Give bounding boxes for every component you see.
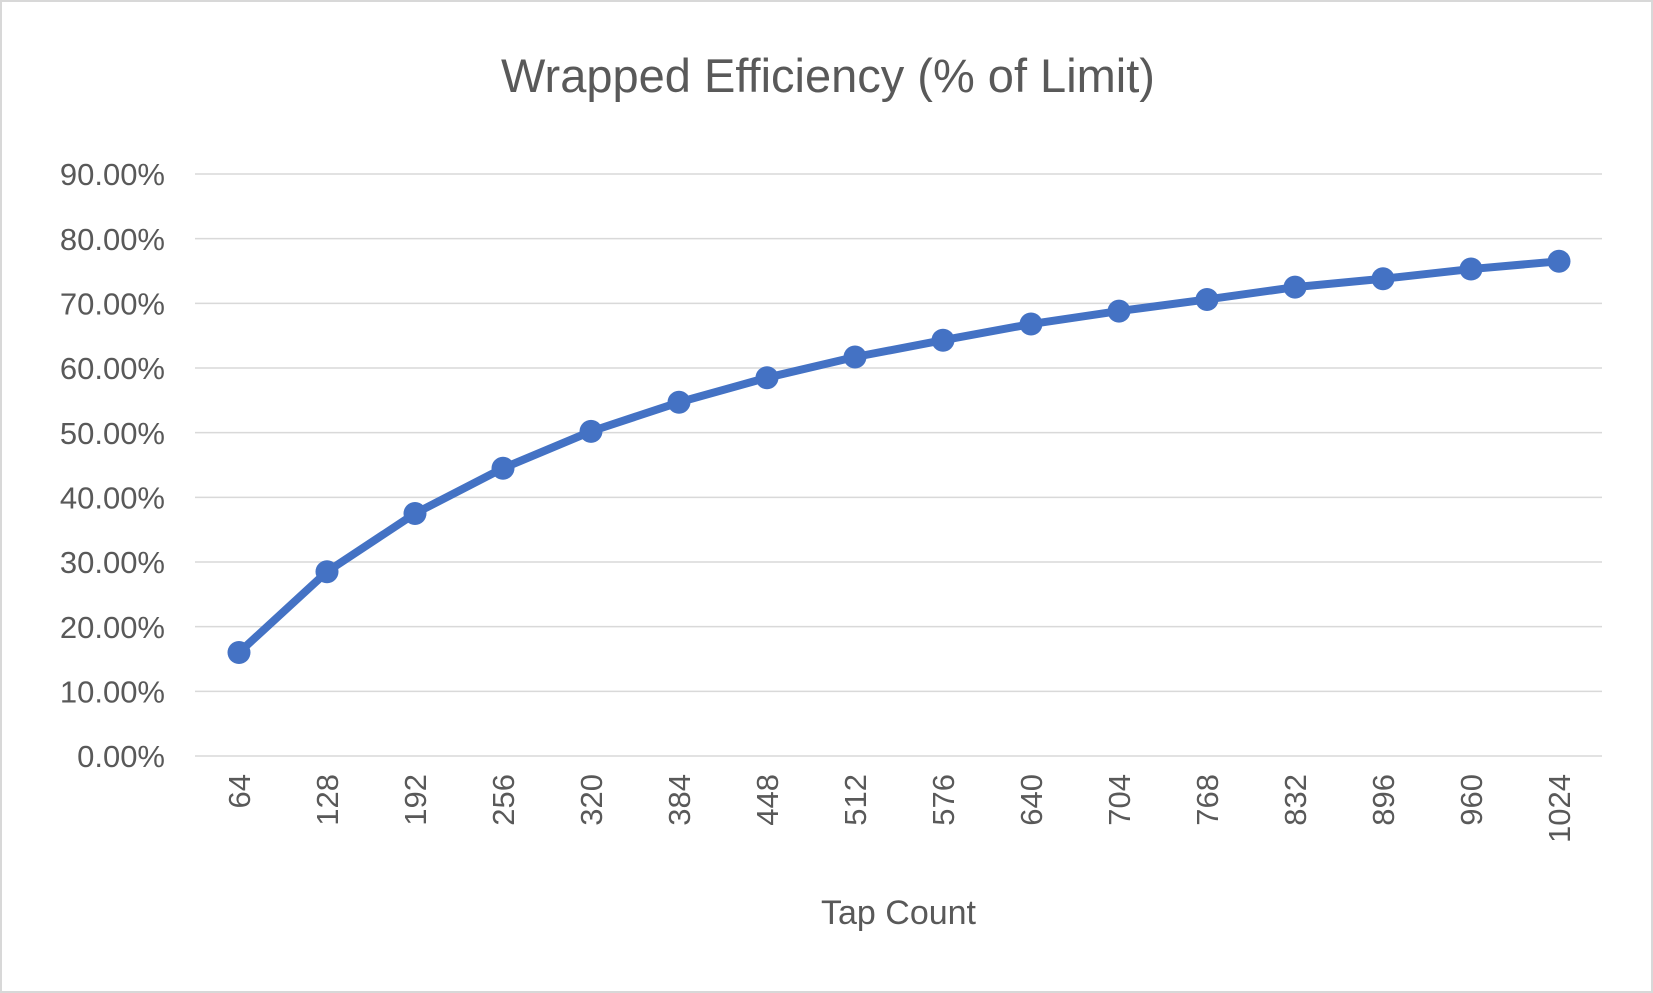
x-axis-tick-label: 64 [222,774,257,808]
data-point-marker-704 [1107,299,1131,323]
chart-title: Wrapped Efficiency (% of Limit) [501,49,1155,102]
x-axis-tick-label: 192 [398,774,433,826]
x-axis-tick-label: 256 [486,774,521,826]
data-point-marker-448 [755,366,779,390]
x-axis-title: Tap Count [821,894,976,932]
data-point-marker-64 [227,641,251,665]
data-point-marker-1024 [1547,249,1571,273]
y-axis-tick-label: 0.00% [77,739,165,774]
x-axis-tick-label: 512 [838,774,873,826]
data-point-marker-512 [843,345,867,369]
data-point-marker-320 [579,419,603,443]
data-point-marker-192 [403,502,427,525]
x-axis-tick-label: 960 [1454,774,1489,826]
x-axis-tick-label: 128 [310,774,345,826]
efficiency-line-series [235,257,1563,657]
data-point-marker-640 [1019,312,1043,336]
data-point-marker-832 [1283,275,1307,299]
y-axis-tick-label: 40.00% [60,480,165,515]
y-axis-tick-label: 50.00% [60,416,165,451]
x-axis-tick-label: 448 [750,774,785,826]
data-point-marker-128 [315,560,339,584]
y-axis-tick-label: 20.00% [60,610,165,645]
x-axis-tick-label: 384 [662,774,697,826]
x-axis-tick-label: 704 [1102,774,1137,826]
data-point-marker-384 [667,390,691,414]
y-axis-tick-label: 80.00% [60,222,165,257]
x-axis-tick-label: 576 [926,774,961,826]
y-axis-tick-label: 10.00% [60,674,165,709]
data-point-marker-768 [1195,287,1219,311]
x-axis-tick-label: 320 [574,774,609,826]
y-axis-tick-label: 70.00% [60,286,165,321]
x-axis-tick-label: 768 [1190,774,1225,826]
data-point-marker-576 [931,328,955,352]
x-axis-tick-label: 832 [1278,774,1313,826]
y-axis-tick-label: 90.00% [60,157,165,192]
data-point-marker-896 [1371,267,1395,291]
data-point-marker-256 [491,456,515,480]
data-point-marker-960 [1459,257,1483,281]
x-axis-tick-label: 1024 [1542,774,1577,843]
x-axis-tick-label: 896 [1366,774,1401,826]
y-axis-tick-label: 30.00% [60,545,165,580]
y-axis-tick-label: 60.00% [60,351,165,386]
x-axis-tick-label: 640 [1014,774,1049,826]
